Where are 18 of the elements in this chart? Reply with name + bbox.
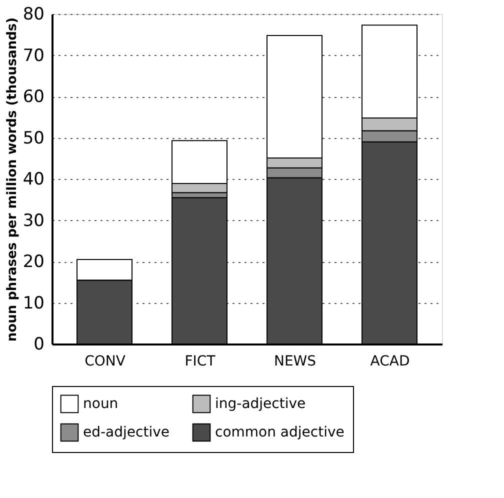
y-tick-label: 20: [22, 252, 44, 272]
y-axis-title: noun phrases per million words (thousands): [4, 17, 20, 342]
y-tick-label: 0: [34, 334, 44, 354]
y-tick-label: 30: [22, 210, 44, 231]
y-tick-label: 60: [22, 87, 44, 107]
y-tick-label: 50: [22, 128, 44, 148]
legend-label: common adjective: [215, 424, 344, 440]
y-tick-label: 80: [22, 4, 44, 24]
x-tick-label: CONV: [84, 354, 126, 370]
legend-label: ing-adjective: [215, 396, 306, 412]
legend-label: ed-adjective: [83, 424, 170, 440]
y-tick-label: 10: [22, 293, 44, 314]
x-tick-label: NEWS: [274, 354, 316, 370]
legend-label: noun: [83, 396, 118, 412]
y-tick-label: 70: [22, 46, 44, 66]
y-tick-label: 40: [22, 170, 44, 190]
x-tick-label: FICT: [184, 354, 216, 370]
x-tick-label: ACAD: [370, 354, 410, 370]
